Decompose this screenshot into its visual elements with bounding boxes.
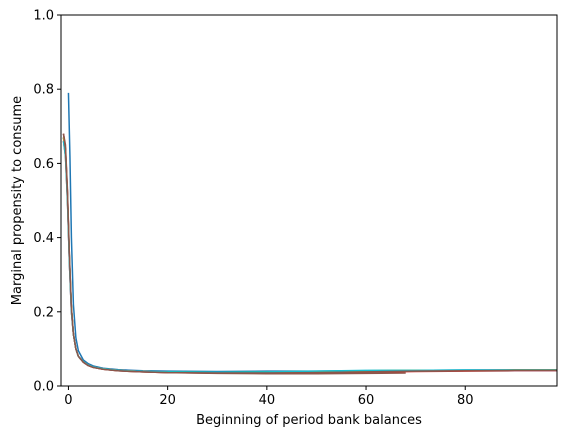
y-axis: 0.0 0.2 0.4 0.6 0.8 1.0 bbox=[33, 9, 61, 395]
x-axis: 0 20 40 60 80 bbox=[64, 386, 474, 408]
y-tick-label: 0.0 bbox=[33, 380, 54, 395]
x-tick-label: 20 bbox=[159, 393, 176, 408]
x-tick-label: 60 bbox=[358, 393, 375, 408]
y-tick-label: 0.8 bbox=[33, 83, 54, 98]
y-tick-label: 0.4 bbox=[33, 231, 54, 246]
series-layer bbox=[62, 92, 557, 375]
y-axis-label: Marginal propensity to consume bbox=[10, 96, 25, 305]
x-tick-label: 0 bbox=[64, 393, 72, 408]
x-tick-label: 80 bbox=[457, 393, 474, 408]
series-line-11 bbox=[62, 133, 557, 374]
x-tick-label: 40 bbox=[259, 393, 276, 408]
y-tick-label: 0.6 bbox=[33, 157, 54, 172]
x-axis-label: Beginning of period bank balances bbox=[196, 413, 422, 428]
plot-frame bbox=[60, 14, 558, 387]
y-tick-label: 1.0 bbox=[33, 9, 54, 24]
y-tick-label: 0.2 bbox=[33, 305, 54, 320]
